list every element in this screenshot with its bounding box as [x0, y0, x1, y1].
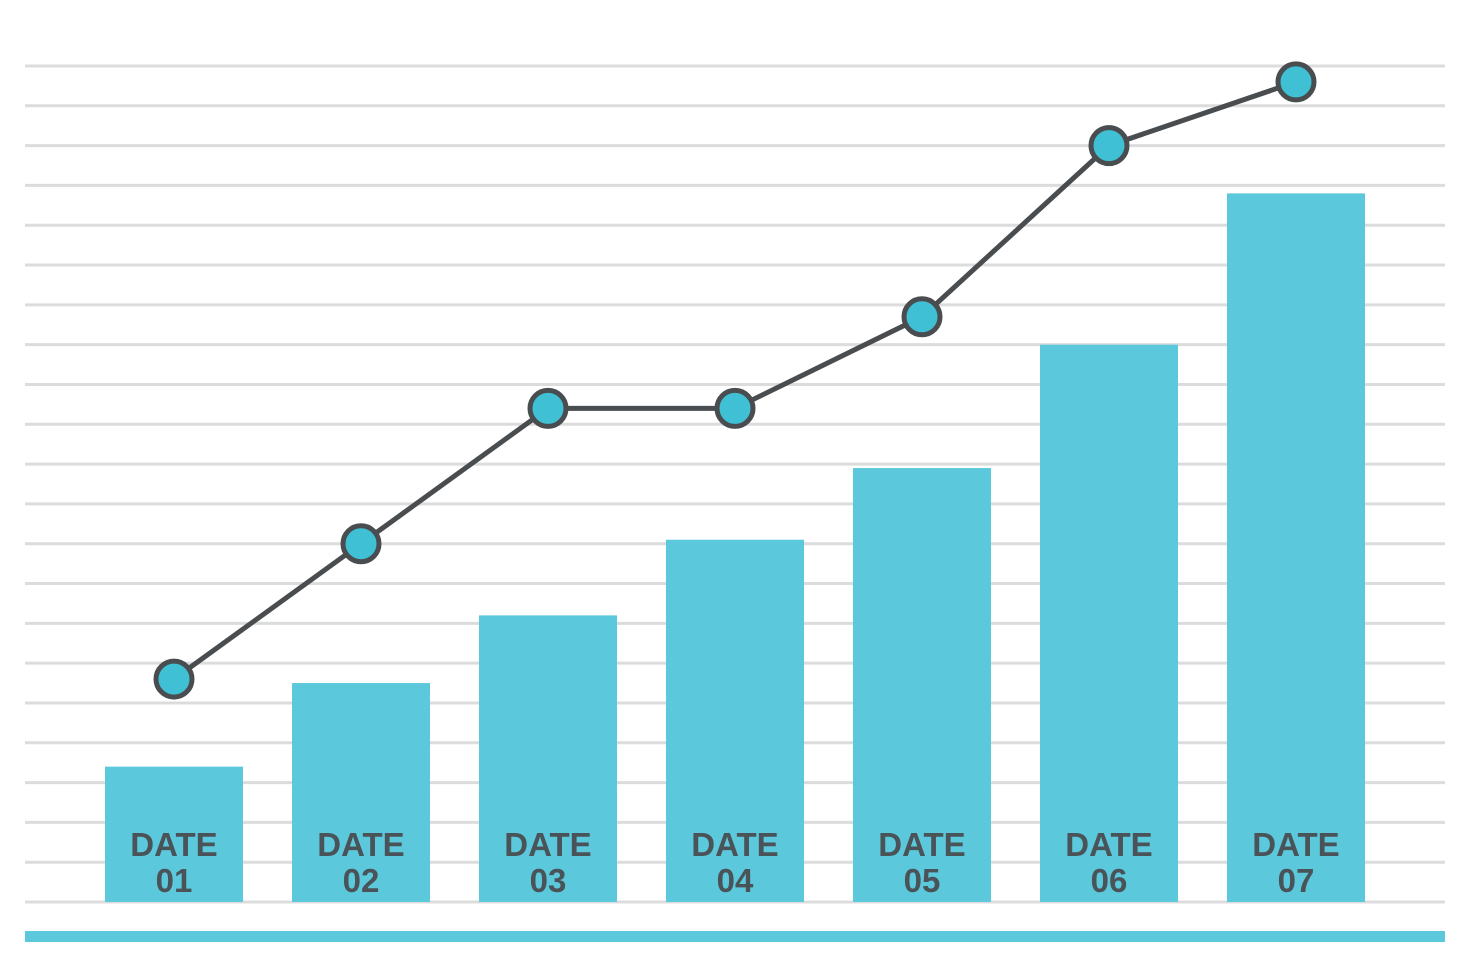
bar — [853, 468, 991, 902]
category-label: DATE 07 — [1252, 826, 1340, 899]
category-label: DATE 03 — [504, 826, 592, 899]
line-marker — [340, 523, 382, 565]
category-label: DATE 06 — [1065, 826, 1153, 899]
base-band — [25, 931, 1445, 942]
line-marker — [527, 387, 569, 429]
line-marker — [153, 658, 195, 700]
category-label: DATE 01 — [130, 826, 218, 899]
line-marker — [714, 387, 756, 429]
line-marker — [1275, 61, 1317, 103]
bar — [1040, 344, 1178, 903]
line-marker — [901, 296, 943, 338]
bar — [666, 539, 804, 902]
bar — [105, 766, 243, 902]
line-marker — [1088, 125, 1130, 167]
bar — [1227, 193, 1365, 902]
category-label: DATE 02 — [317, 826, 405, 899]
category-label: DATE 05 — [878, 826, 966, 899]
bar — [479, 615, 617, 902]
bar — [292, 683, 430, 902]
category-label: DATE 04 — [691, 826, 779, 899]
